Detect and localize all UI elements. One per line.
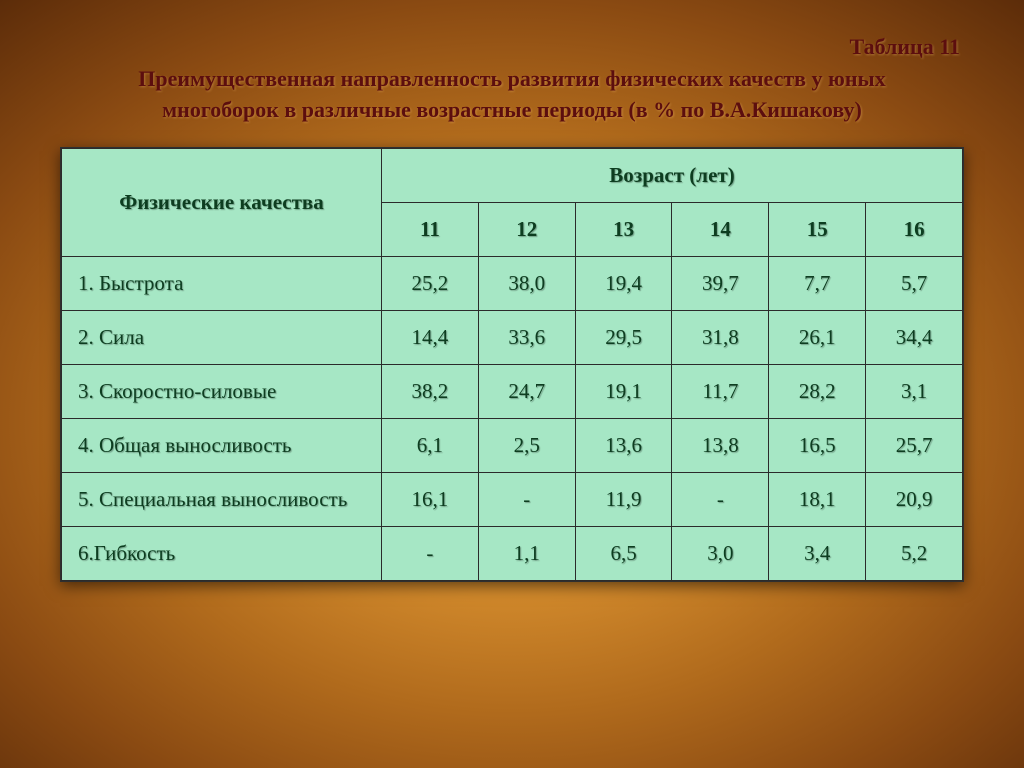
cell: 24,7 (478, 365, 575, 419)
cell: 33,6 (478, 311, 575, 365)
cell: 6,1 (382, 419, 479, 473)
cell: 11,9 (575, 473, 672, 527)
cell: 39,7 (672, 257, 769, 311)
row-label: 4. Общая выносливость (62, 419, 382, 473)
cell: 16,5 (769, 419, 866, 473)
table-row: 6.Гибкость - 1,1 6,5 3,0 3,4 5,2 (62, 527, 963, 581)
cell: 6,5 (575, 527, 672, 581)
table-number: Таблица 11 (64, 32, 960, 62)
col-header-quality: Физические качества (62, 149, 382, 257)
cell: 29,5 (575, 311, 672, 365)
table-row: 5. Специальная выносливость 16,1 - 11,9 … (62, 473, 963, 527)
cell: 3,1 (866, 365, 963, 419)
age-col-3: 14 (672, 203, 769, 257)
cell: 20,9 (866, 473, 963, 527)
cell: 2,5 (478, 419, 575, 473)
cell: 38,2 (382, 365, 479, 419)
row-label: 3. Скоростно-силовые (62, 365, 382, 419)
cell: 26,1 (769, 311, 866, 365)
cell: 16,1 (382, 473, 479, 527)
slide: Таблица 11 Преимущественная направленнос… (0, 0, 1024, 768)
data-table: Физические качества Возраст (лет) 11 12 … (61, 148, 963, 581)
cell: 1,1 (478, 527, 575, 581)
slide-title: Таблица 11 Преимущественная направленнос… (64, 32, 960, 125)
cell: 18,1 (769, 473, 866, 527)
table-body: 1. Быстрота 25,2 38,0 19,4 39,7 7,7 5,7 … (62, 257, 963, 581)
table-header-row-1: Физические качества Возраст (лет) (62, 149, 963, 203)
cell: 5,7 (866, 257, 963, 311)
cell: 19,4 (575, 257, 672, 311)
cell: 5,2 (866, 527, 963, 581)
row-label: 6.Гибкость (62, 527, 382, 581)
title-line-2: многоборок в различные возрастные период… (64, 95, 960, 125)
cell: - (382, 527, 479, 581)
age-col-0: 11 (382, 203, 479, 257)
cell: 19,1 (575, 365, 672, 419)
table-row: 4. Общая выносливость 6,1 2,5 13,6 13,8 … (62, 419, 963, 473)
cell: 3,4 (769, 527, 866, 581)
age-col-2: 13 (575, 203, 672, 257)
cell: 28,2 (769, 365, 866, 419)
age-col-4: 15 (769, 203, 866, 257)
cell: 13,8 (672, 419, 769, 473)
table-row: 3. Скоростно-силовые 38,2 24,7 19,1 11,7… (62, 365, 963, 419)
col-header-age: Возраст (лет) (382, 149, 963, 203)
cell: 7,7 (769, 257, 866, 311)
table-row: 2. Сила 14,4 33,6 29,5 31,8 26,1 34,4 (62, 311, 963, 365)
age-col-5: 16 (866, 203, 963, 257)
data-table-container: Физические качества Возраст (лет) 11 12 … (60, 147, 964, 582)
title-line-1: Преимущественная направленность развития… (64, 64, 960, 94)
cell: 3,0 (672, 527, 769, 581)
cell: 38,0 (478, 257, 575, 311)
cell: 13,6 (575, 419, 672, 473)
cell: 25,7 (866, 419, 963, 473)
cell: - (478, 473, 575, 527)
cell: - (672, 473, 769, 527)
row-label: 1. Быстрота (62, 257, 382, 311)
cell: 14,4 (382, 311, 479, 365)
row-label: 2. Сила (62, 311, 382, 365)
cell: 31,8 (672, 311, 769, 365)
cell: 25,2 (382, 257, 479, 311)
cell: 11,7 (672, 365, 769, 419)
age-col-1: 12 (478, 203, 575, 257)
table-row: 1. Быстрота 25,2 38,0 19,4 39,7 7,7 5,7 (62, 257, 963, 311)
cell: 34,4 (866, 311, 963, 365)
row-label: 5. Специальная выносливость (62, 473, 382, 527)
